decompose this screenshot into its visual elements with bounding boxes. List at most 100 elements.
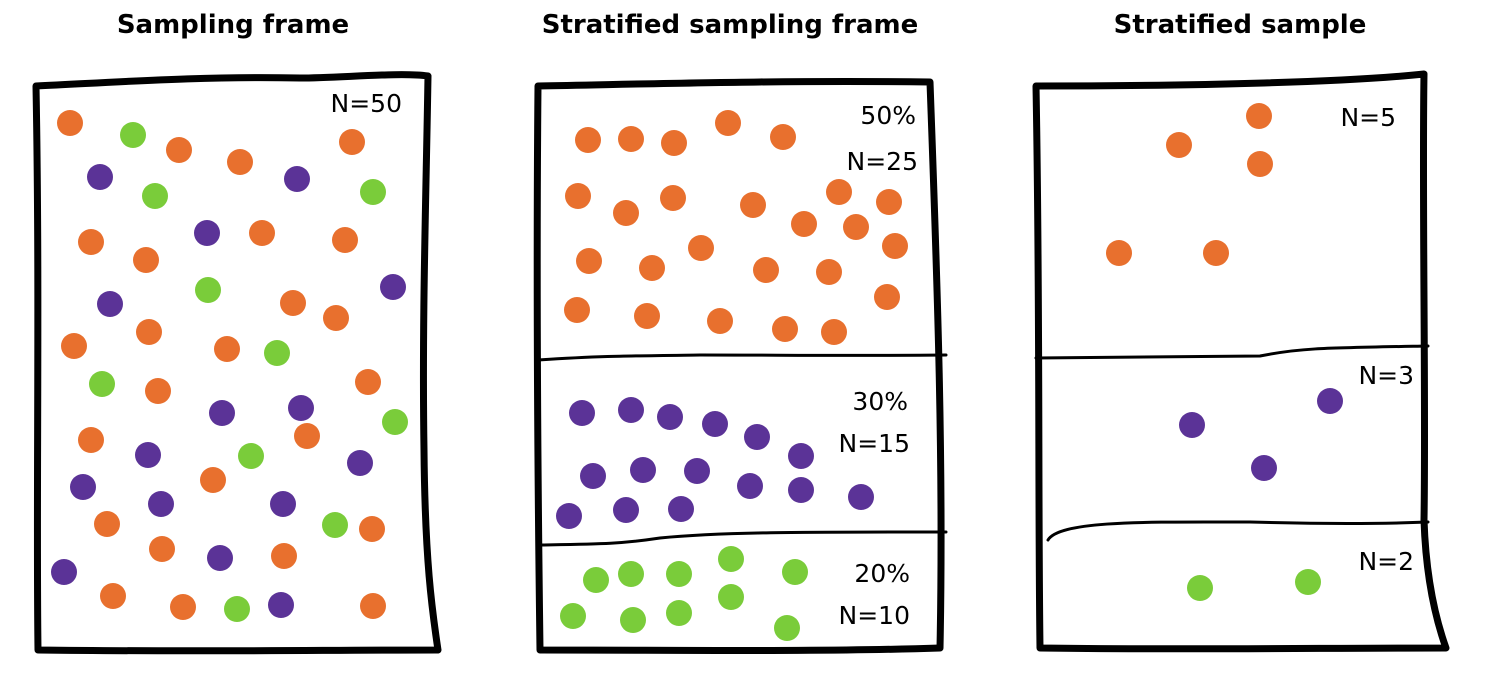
orange-dot — [57, 110, 83, 136]
purple-dot — [268, 592, 294, 618]
orange-dot — [874, 284, 900, 310]
stratified-sampling-frame-border — [533, 77, 945, 654]
panel-title-sampling-frame: Sampling frame — [116, 10, 350, 40]
purple-dot — [684, 458, 710, 484]
purple-dot — [51, 559, 77, 585]
stratum-2-percent-label: 30% — [852, 387, 908, 416]
green-dot — [224, 596, 250, 622]
orange-dot — [882, 233, 908, 259]
orange-dot — [575, 127, 601, 153]
purple-dot — [270, 491, 296, 517]
green-dot — [666, 600, 692, 626]
purple-dot — [618, 397, 644, 423]
sample-divider-1 — [1034, 344, 1430, 360]
purple-dot — [87, 164, 113, 190]
purple-dot — [135, 442, 161, 468]
orange-dot — [200, 467, 226, 493]
purple-dot — [613, 497, 639, 523]
purple-dot — [630, 457, 656, 483]
orange-dot — [753, 257, 779, 283]
orange-dot — [100, 583, 126, 609]
orange-dot — [821, 319, 847, 345]
orange-dot — [133, 247, 159, 273]
orange-dot — [214, 336, 240, 362]
purple-dot — [1179, 412, 1205, 438]
purple-dot — [668, 496, 694, 522]
green-dot — [322, 512, 348, 538]
green-dot — [774, 615, 800, 641]
orange-dot — [1247, 151, 1273, 177]
orange-dot — [271, 543, 297, 569]
orange-dot — [770, 124, 796, 150]
green-dot — [782, 559, 808, 585]
green-dot — [382, 409, 408, 435]
orange-dot — [715, 110, 741, 136]
purple-dot — [788, 477, 814, 503]
orange-dot — [816, 259, 842, 285]
purple-dot — [788, 443, 814, 469]
panel-title-stratified-sampling-frame: Stratified sampling frame — [541, 10, 919, 40]
orange-dot — [1106, 240, 1132, 266]
green-dot — [360, 179, 386, 205]
green-dot — [620, 607, 646, 633]
green-dot — [238, 443, 264, 469]
purple-dot — [569, 400, 595, 426]
purple-dot — [848, 484, 874, 510]
stratum-2-count-label: N=15 — [839, 429, 910, 458]
stratified-frame-dots — [556, 110, 908, 641]
orange-dot — [564, 297, 590, 323]
orange-dot — [613, 200, 639, 226]
green-dot — [120, 122, 146, 148]
orange-dot — [145, 378, 171, 404]
orange-dot — [740, 192, 766, 218]
purple-dot — [209, 400, 235, 426]
orange-dot — [78, 427, 104, 453]
orange-dot — [170, 594, 196, 620]
orange-dot — [1203, 240, 1229, 266]
green-dot — [264, 340, 290, 366]
green-dot — [195, 277, 221, 303]
orange-dot — [634, 303, 660, 329]
purple-dot — [70, 474, 96, 500]
orange-dot — [772, 316, 798, 342]
green-dot — [89, 371, 115, 397]
orange-dot — [660, 185, 686, 211]
orange-dot — [332, 227, 358, 253]
orange-dot — [355, 369, 381, 395]
purple-dot — [207, 545, 233, 571]
stratum-1-percent-label: 50% — [860, 101, 916, 130]
orange-dot — [94, 511, 120, 537]
panel-title-stratified-sample: Stratified sample — [1113, 10, 1367, 40]
orange-dot — [576, 248, 602, 274]
orange-dot — [826, 179, 852, 205]
purple-dot — [580, 463, 606, 489]
orange-dot — [61, 333, 87, 359]
green-dot — [718, 584, 744, 610]
purple-dot — [284, 166, 310, 192]
orange-dot — [249, 220, 275, 246]
stratified-sample-border — [1032, 70, 1450, 653]
orange-dot — [360, 593, 386, 619]
orange-dot — [661, 130, 687, 156]
orange-dot — [688, 235, 714, 261]
orange-dot — [565, 183, 591, 209]
orange-dot — [136, 319, 162, 345]
purple-dot — [194, 220, 220, 246]
orange-dot — [78, 229, 104, 255]
orange-dot — [843, 214, 869, 240]
sampling-frame-border — [32, 71, 442, 655]
orange-dot — [876, 189, 902, 215]
purple-dot — [1317, 388, 1343, 414]
sampling-frame-count-label: N=50 — [331, 89, 402, 118]
orange-dot — [618, 126, 644, 152]
orange-dot — [294, 423, 320, 449]
green-dot — [560, 603, 586, 629]
orange-dot — [166, 137, 192, 163]
green-dot — [618, 561, 644, 587]
green-dot — [718, 546, 744, 572]
stratum-3-count-label: N=10 — [839, 601, 910, 630]
sample-stratum-2-count-label: N=3 — [1358, 361, 1414, 390]
purple-dot — [347, 450, 373, 476]
orange-dot — [227, 149, 253, 175]
